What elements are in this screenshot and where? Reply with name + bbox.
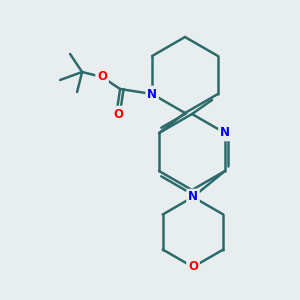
Text: O: O xyxy=(97,70,107,83)
Text: N: N xyxy=(188,190,198,203)
Text: N: N xyxy=(220,127,230,140)
Text: N: N xyxy=(147,88,157,100)
Text: O: O xyxy=(114,107,124,121)
Text: O: O xyxy=(188,260,198,274)
